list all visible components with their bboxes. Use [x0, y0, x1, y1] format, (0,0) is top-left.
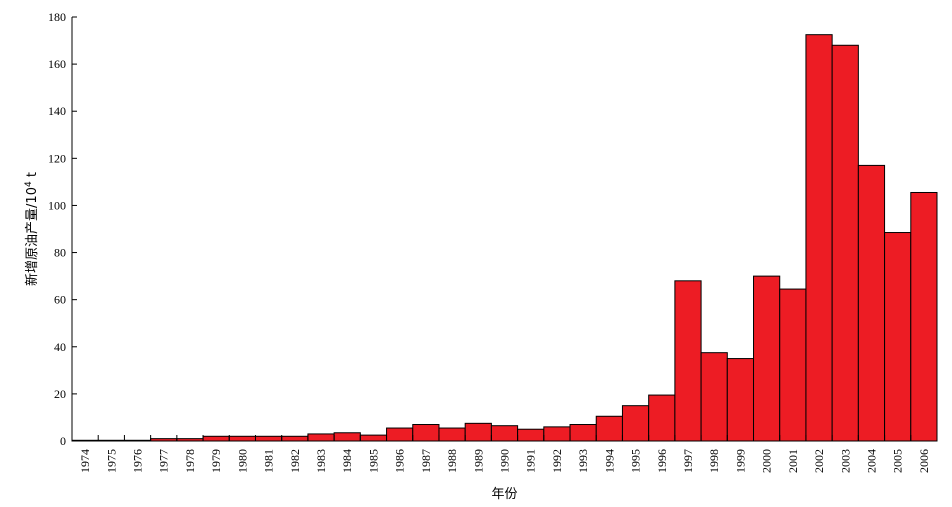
- x-tick-label: 1989: [471, 449, 485, 473]
- y-tick-label: 40: [54, 340, 66, 354]
- x-tick-label: 1983: [314, 449, 328, 473]
- bar-2000: [753, 275, 781, 442]
- x-tick-label: 1993: [576, 449, 590, 473]
- x-tick-label: 1996: [655, 449, 669, 473]
- x-tick-label: 1992: [550, 449, 564, 473]
- bar-1979: [202, 435, 230, 442]
- bar-1998: [700, 352, 728, 442]
- bar-1984: [333, 432, 361, 442]
- bar-1980: [228, 435, 256, 442]
- x-tick-label: 1982: [288, 449, 302, 473]
- x-tick-label: 1994: [602, 449, 616, 473]
- x-tick-label: 1997: [681, 449, 695, 473]
- bar-2001: [779, 288, 807, 442]
- bar-1983: [307, 433, 335, 442]
- x-tick-label: 1976: [131, 449, 145, 473]
- x-tick-label: 1975: [104, 449, 118, 473]
- bar-1989: [464, 422, 492, 442]
- bar-1991: [517, 428, 545, 442]
- x-tick-label: 1979: [209, 449, 223, 473]
- y-ticks: 0 20 40 60 80 100 120 140 160 180: [48, 10, 77, 448]
- bar-1986: [386, 427, 414, 442]
- x-tick-label: 1985: [366, 449, 380, 473]
- bar-2004: [857, 164, 886, 442]
- bars: [71, 34, 938, 442]
- x-tick-label: 1987: [419, 449, 433, 473]
- bar-1988: [438, 427, 466, 442]
- y-axis-label-sup: 4: [24, 181, 34, 187]
- x-tick-label: 1991: [524, 449, 538, 473]
- y-tick-label: 20: [54, 387, 66, 401]
- y-tick-label: 60: [54, 293, 66, 307]
- x-tick-label: 1978: [183, 449, 197, 473]
- y-tick-label: 100: [48, 198, 66, 212]
- y-axis-label-unit: t: [25, 172, 40, 181]
- x-tick-label: 1990: [498, 449, 512, 473]
- bar-1990: [490, 425, 519, 442]
- bar-1995: [621, 405, 650, 442]
- bar-1987: [412, 424, 440, 442]
- bar-1997: [674, 280, 702, 442]
- y-tick-label: 120: [48, 151, 66, 165]
- y-tick-label: 80: [54, 246, 66, 260]
- x-tick-label: 1998: [707, 449, 721, 473]
- x-tick-label: 2003: [838, 449, 852, 473]
- x-tick-label: 2000: [760, 449, 774, 473]
- x-tick-label: 1981: [262, 449, 276, 473]
- x-tick-label: 2005: [891, 449, 905, 473]
- x-ticks: 1974 1975 1976 1977 1978 1979 1980 1981 1982 1983…: [71, 435, 938, 473]
- x-tick-label: 1984: [340, 449, 354, 473]
- y-tick-label: 180: [48, 10, 66, 24]
- x-tick-label: 1999: [733, 449, 747, 473]
- x-tick-label: 1980: [235, 449, 249, 473]
- bar-2003: [831, 44, 859, 442]
- bar-2006: [910, 191, 938, 442]
- x-tick-label: 2001: [786, 449, 800, 473]
- x-tick-label: 1974: [78, 449, 92, 473]
- bar-1993: [569, 424, 597, 442]
- y-tick-label: 160: [48, 57, 66, 71]
- bar-1981: [254, 435, 283, 442]
- x-tick-label: 2004: [864, 449, 878, 473]
- x-tick-label: 1977: [157, 449, 171, 473]
- bar-1985: [359, 434, 388, 442]
- y-tick-label: 140: [48, 104, 66, 118]
- bar-1996: [648, 394, 676, 442]
- axes: [71, 17, 937, 442]
- x-tick-label: 2002: [812, 449, 826, 473]
- y-axis-label-main: 新增原油产量/10: [24, 187, 40, 286]
- bar-1994: [595, 415, 623, 442]
- bar-1999: [726, 358, 755, 442]
- y-axis-label: 新增原油产量/104 t: [24, 172, 40, 286]
- x-tick-label: 1986: [393, 449, 407, 473]
- x-tick-label: 2006: [917, 449, 931, 473]
- bar-1982: [281, 435, 309, 442]
- x-axis-label: 年份: [491, 487, 517, 502]
- x-tick-label: 1988: [445, 449, 459, 473]
- x-tick-label: 1995: [629, 449, 643, 473]
- bar-2005: [884, 232, 912, 442]
- bar-2002: [805, 34, 833, 442]
- y-tick-label: 0: [60, 434, 66, 448]
- bar-1992: [543, 426, 571, 442]
